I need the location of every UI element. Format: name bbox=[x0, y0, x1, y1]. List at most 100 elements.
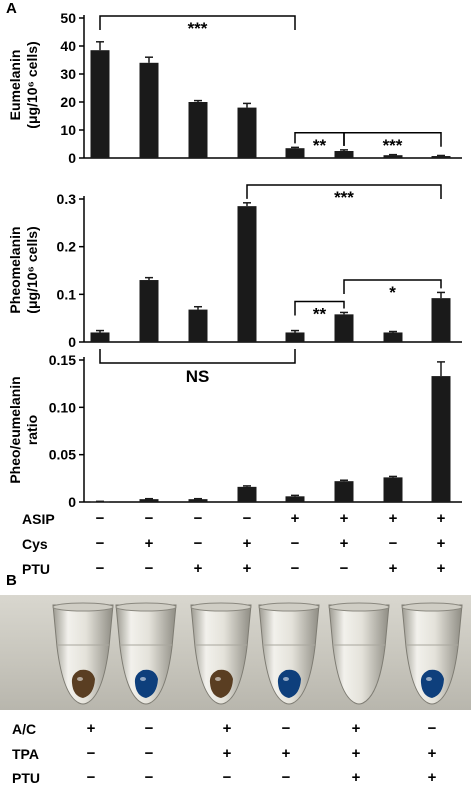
treatment-sign: − bbox=[86, 769, 96, 786]
bar bbox=[431, 156, 451, 158]
sample-tube bbox=[401, 602, 463, 705]
treatment-sign: − bbox=[86, 745, 96, 762]
bar bbox=[431, 376, 451, 502]
treatment-sign: − bbox=[193, 535, 203, 552]
y-tick-label: 0.15 bbox=[49, 352, 76, 368]
significance-label: *** bbox=[334, 188, 354, 207]
y-axis-label: Pheo/eumelaninratio bbox=[7, 376, 40, 483]
treatment-sign: + bbox=[436, 560, 446, 577]
bar bbox=[334, 314, 354, 342]
significance-label: NS bbox=[186, 367, 210, 386]
treatment-sign: − bbox=[242, 510, 252, 527]
bar bbox=[334, 151, 354, 158]
panel-label-a: A bbox=[6, 0, 17, 17]
treatment-sign: + bbox=[222, 745, 232, 762]
bar bbox=[285, 496, 305, 502]
pellet bbox=[134, 669, 158, 698]
sample-tube bbox=[52, 602, 114, 705]
chart-panel-3: 0 0.05 0.10 0.15 Pheo/eumelaninratio NS bbox=[7, 349, 462, 510]
treatment-sign: + bbox=[388, 510, 398, 527]
significance-label: ** bbox=[313, 304, 327, 323]
significance-bracket bbox=[99, 15, 296, 30]
y-tick-label: 0.1 bbox=[57, 286, 77, 302]
significance-label: *** bbox=[383, 136, 403, 155]
treatment-sign: + bbox=[86, 720, 96, 737]
bar bbox=[431, 298, 451, 342]
treatment-sign: − bbox=[144, 769, 154, 786]
sample-tube bbox=[115, 602, 177, 705]
treatment-row-label: Cys bbox=[22, 536, 48, 552]
treatment-sign: + bbox=[290, 510, 300, 527]
bar bbox=[188, 102, 208, 158]
sample-tube bbox=[328, 602, 390, 705]
bar bbox=[237, 107, 257, 158]
y-tick-label: 40 bbox=[60, 38, 76, 54]
y-tick-label: 0.05 bbox=[49, 447, 76, 463]
treatment-sign: + bbox=[242, 535, 252, 552]
y-tick-label: 0.3 bbox=[57, 191, 77, 207]
treatment-sign: − bbox=[144, 510, 154, 527]
treatment-sign: − bbox=[339, 560, 349, 577]
y-tick-label: 20 bbox=[60, 94, 76, 110]
treatment-row-label: A/C bbox=[12, 721, 37, 737]
y-axis-label: Pheomelanin(μg/10⁶ cells) bbox=[7, 226, 40, 313]
treatment-sign: + bbox=[388, 560, 398, 577]
treatment-sign: − bbox=[388, 535, 398, 552]
bar bbox=[383, 332, 403, 342]
bar bbox=[90, 332, 110, 342]
bar bbox=[285, 332, 305, 342]
significance-label: * bbox=[389, 283, 396, 302]
bar bbox=[237, 206, 257, 342]
treatment-sign: + bbox=[427, 745, 437, 762]
treatment-sign: + bbox=[339, 510, 349, 527]
panel-label-b: B bbox=[6, 572, 17, 589]
bar bbox=[139, 499, 159, 502]
pellet bbox=[209, 669, 233, 698]
treatment-sign: − bbox=[290, 560, 300, 577]
treatment-sign: + bbox=[281, 745, 291, 762]
sample-tube bbox=[190, 602, 252, 705]
y-tick-label: 10 bbox=[60, 122, 76, 138]
treatment-sign: + bbox=[222, 720, 232, 737]
significance-bracket bbox=[294, 300, 345, 316]
treatment-row-label: ASIP bbox=[22, 511, 55, 527]
treatment-sign: − bbox=[144, 745, 154, 762]
treatment-sign: + bbox=[351, 769, 361, 786]
treatment-sign: + bbox=[144, 535, 154, 552]
pellet bbox=[71, 669, 95, 698]
bar bbox=[285, 148, 305, 158]
bar bbox=[139, 62, 159, 158]
tube-photo bbox=[0, 595, 471, 710]
significance-bracket bbox=[343, 132, 442, 147]
treatment-sign: + bbox=[436, 510, 446, 527]
treatment-sign: − bbox=[95, 560, 105, 577]
treatment-sign: + bbox=[436, 535, 446, 552]
bar bbox=[188, 499, 208, 502]
treatment-row-label: PTU bbox=[22, 561, 50, 577]
treatment-sign: − bbox=[95, 510, 105, 527]
bar bbox=[383, 477, 403, 502]
y-tick-label: 0 bbox=[68, 334, 76, 350]
significance-bracket bbox=[343, 279, 442, 295]
significance-label: ** bbox=[313, 136, 327, 155]
sample-tube bbox=[258, 602, 320, 705]
treatment-sign: + bbox=[351, 745, 361, 762]
treatment-sign: − bbox=[222, 769, 232, 786]
treatment-sign: − bbox=[281, 720, 291, 737]
treatment-sign: − bbox=[95, 535, 105, 552]
treatment-row-label: PTU bbox=[12, 770, 40, 786]
bar bbox=[237, 486, 257, 502]
significance-bracket bbox=[99, 349, 296, 364]
y-tick-label: 0.10 bbox=[49, 399, 76, 415]
y-tick-label: 0 bbox=[68, 494, 76, 510]
pellet bbox=[420, 669, 444, 698]
y-tick-label: 30 bbox=[60, 66, 76, 82]
bar bbox=[139, 280, 159, 342]
bar bbox=[90, 50, 110, 159]
treatment-row-label: TPA bbox=[12, 746, 39, 762]
treatment-sign: − bbox=[290, 535, 300, 552]
y-tick-label: 50 bbox=[60, 10, 76, 26]
